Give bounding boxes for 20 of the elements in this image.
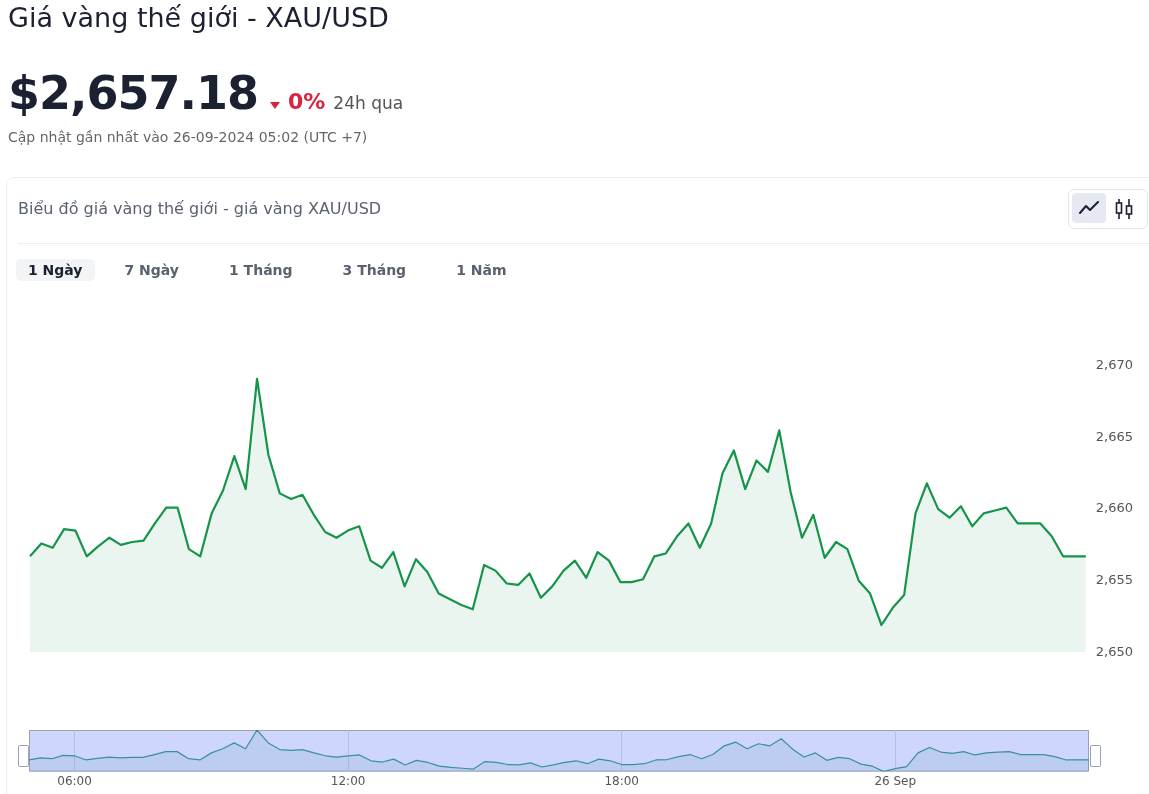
x-tick-label: 18:00	[604, 773, 639, 788]
text: 7 Ngày	[123, 261, 180, 280]
text: Cập nhật gần nhất vào 26-09-2024 05:02 (UTC +7)	[8, 129, 368, 145]
text: 3 Tháng	[341, 261, 408, 280]
x-tick-label: 26 Sep	[874, 773, 917, 788]
text: $2,657.18	[8, 66, 258, 120]
y-tick-label: 2,660	[1095, 500, 1133, 516]
x-tick-label: 06:00	[57, 773, 92, 788]
chart-subtitle: Biểu đồ giá vàng thế giới - giá vàng XAU/USD	[18, 199, 382, 218]
x-tick-label: 12:00	[330, 773, 366, 788]
text: 1 Năm	[455, 261, 508, 280]
text: 1 Tháng	[228, 261, 294, 280]
y-tick-label: 2,670	[1095, 357, 1133, 373]
chart-title: Giá vàng thế giới - XAU/USD	[8, 2, 389, 33]
text: 1 Ngày	[16, 259, 95, 281]
y-tick-label: 2,655	[1095, 572, 1133, 588]
text: 0%	[288, 89, 326, 114]
text: 24h qua	[333, 93, 404, 113]
y-tick-label: 2,650	[1095, 643, 1133, 659]
y-tick-label: 2,665	[1095, 428, 1133, 444]
